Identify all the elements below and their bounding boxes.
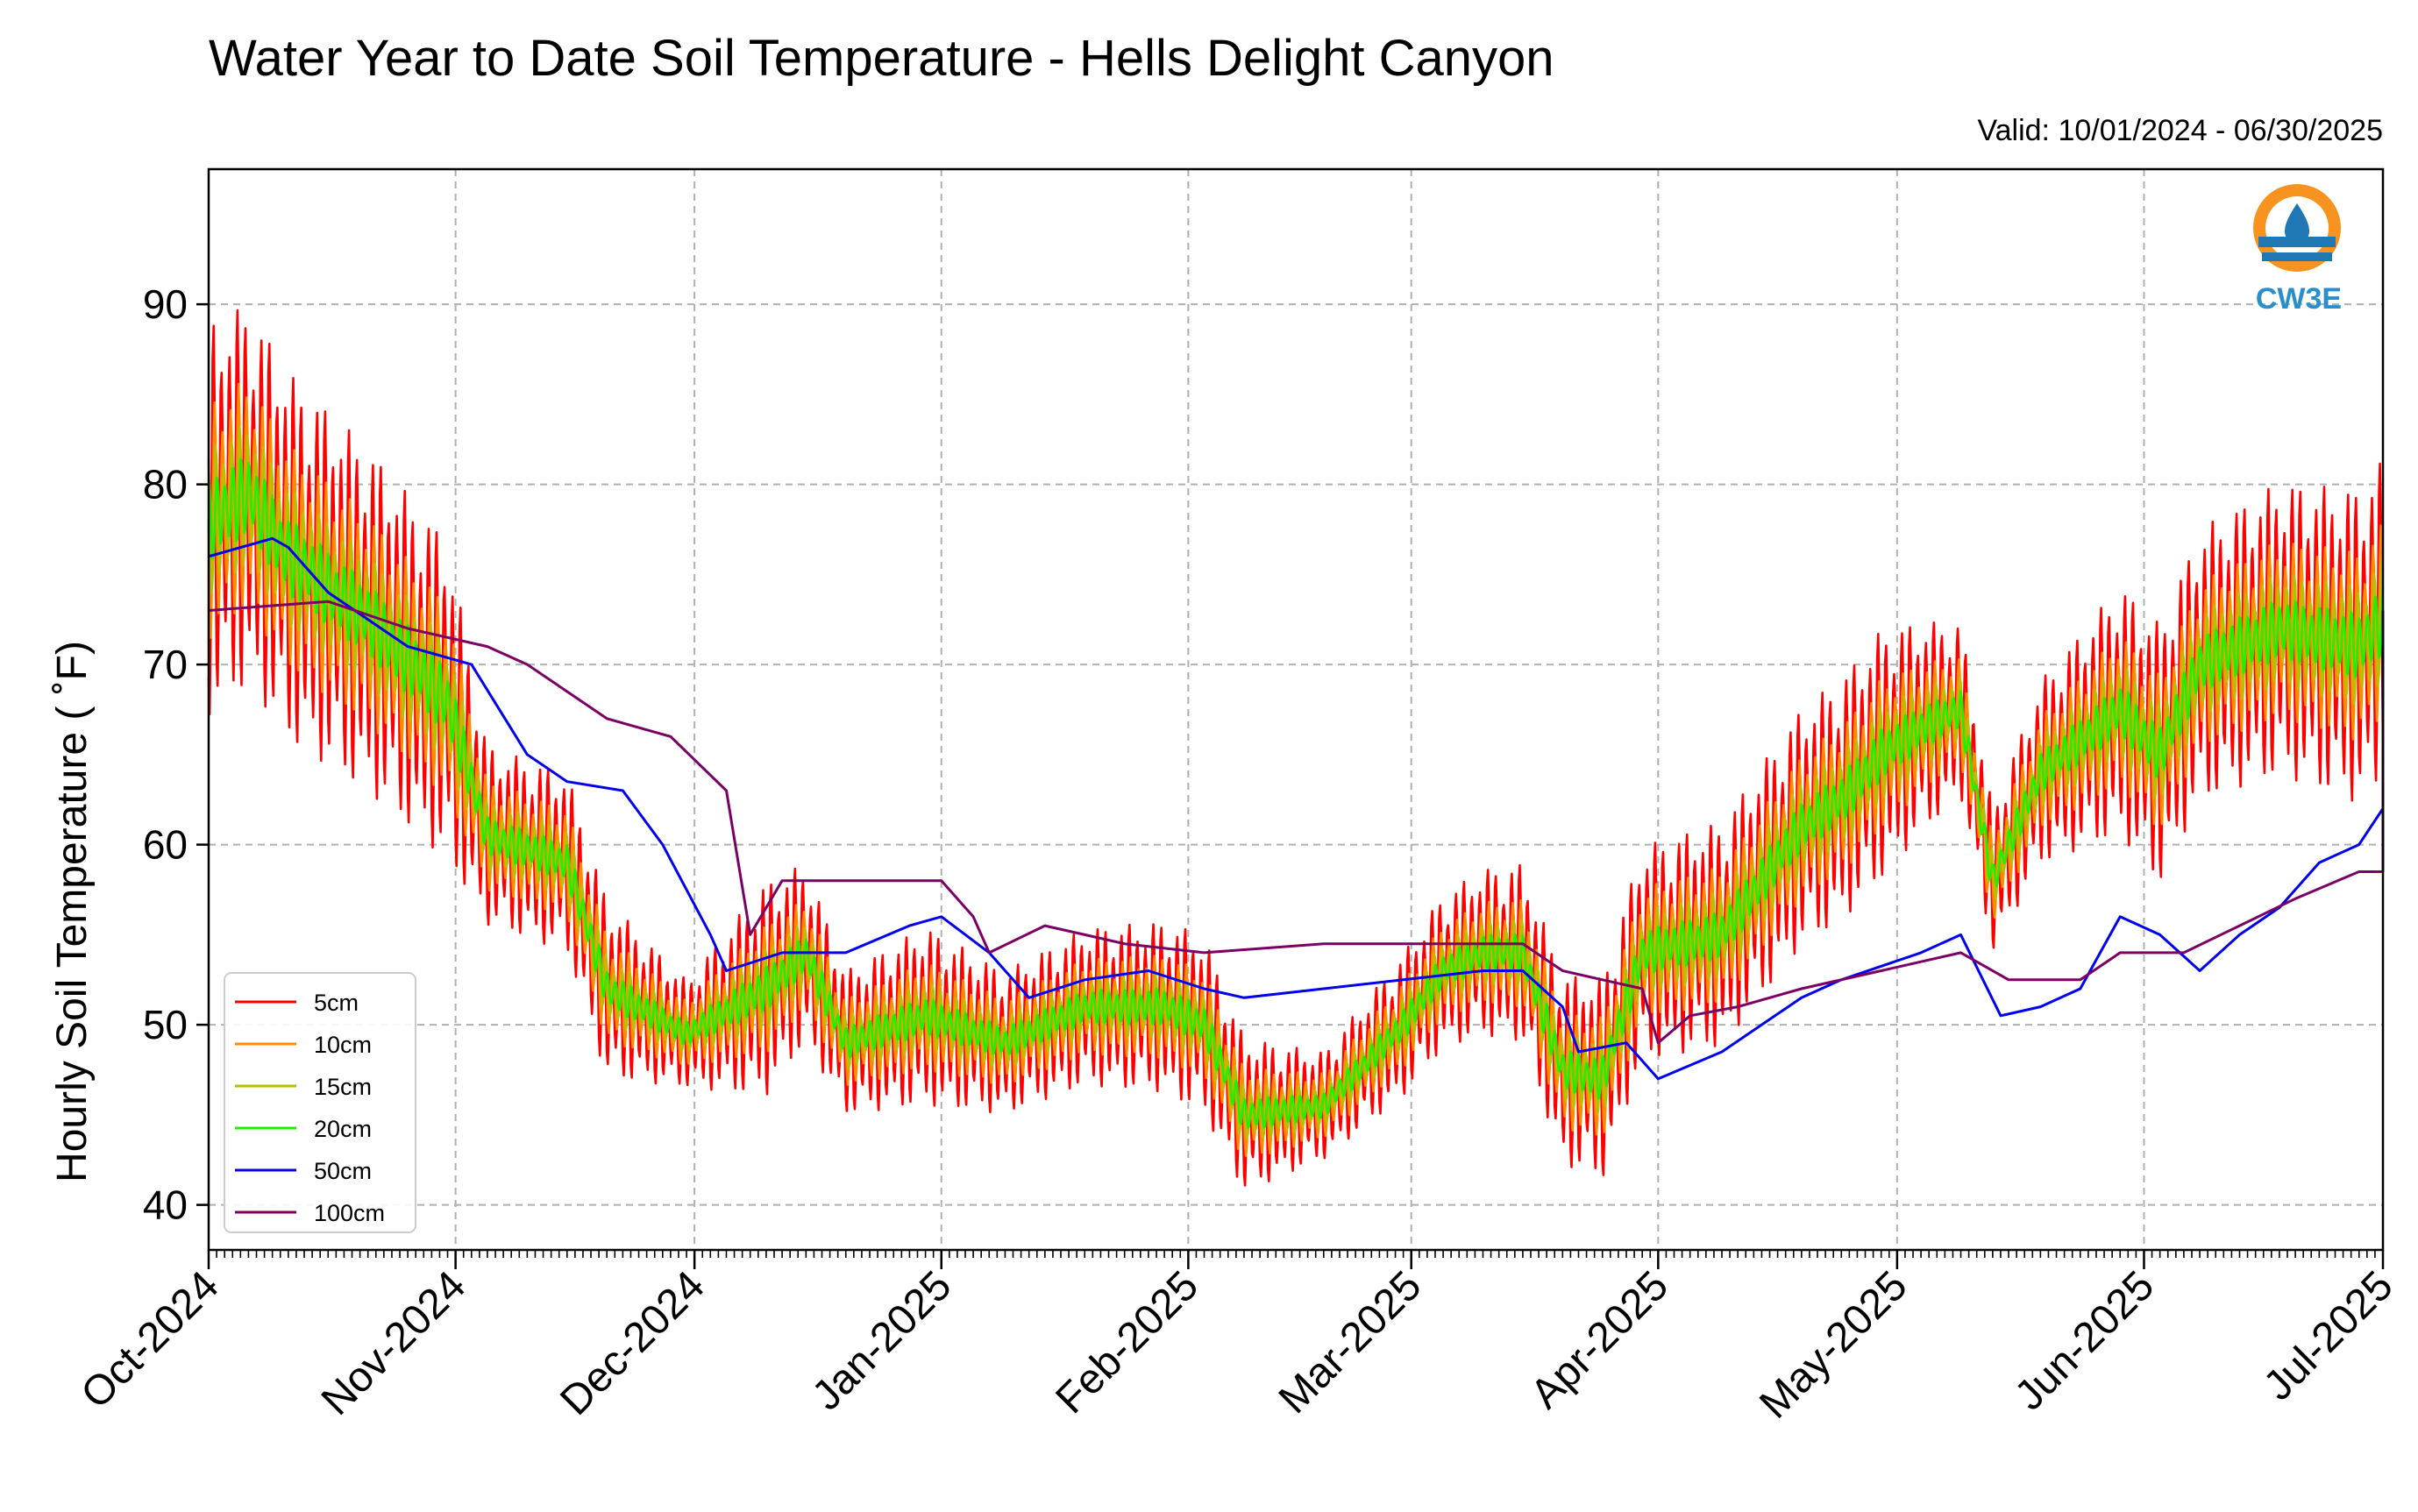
x-tick-label: Dec-2024 xyxy=(551,1262,714,1424)
legend-label: 10cm xyxy=(314,1032,372,1058)
legend-label: 100cm xyxy=(314,1200,385,1226)
plot-frame xyxy=(207,167,2385,1252)
x-tick-label: Nov-2024 xyxy=(313,1262,475,1424)
water-drop-icon xyxy=(2285,203,2309,244)
y-tick-label: 40 xyxy=(143,1182,188,1228)
legend-label: 5cm xyxy=(314,990,359,1016)
x-tick-label: Feb-2025 xyxy=(1047,1262,1207,1423)
x-tick-label: Oct-2024 xyxy=(73,1262,228,1417)
series-line-5cm xyxy=(207,309,2385,1187)
series-line-10cm xyxy=(207,382,2385,1158)
chart-title: Water Year to Date Soil Temperature - He… xyxy=(209,30,1554,87)
valid-range: Valid: 10/01/2024 - 06/30/2025 xyxy=(1977,114,2383,147)
x-tick-label: Mar-2025 xyxy=(1270,1262,1431,1423)
y-axis-label: Hourly Soil Temperature ( ˚F) xyxy=(49,641,96,1182)
legend: 5cm 10cm 15cm 20cm 50cm 100cm xyxy=(224,972,416,1233)
cw3e-logo: CW3E xyxy=(2253,184,2342,316)
y-tick-label: 80 xyxy=(143,462,188,508)
y-tick-label: 90 xyxy=(143,281,188,327)
legend-items: 5cm 10cm 15cm 20cm 50cm 100cm xyxy=(235,990,385,1226)
legend-label: 50cm xyxy=(314,1158,372,1184)
x-tick-label: May-2025 xyxy=(1751,1262,1916,1427)
logo-wave-2 xyxy=(2262,252,2332,261)
axes xyxy=(196,167,2385,1269)
logo-label: CW3E xyxy=(2256,282,2342,316)
legend-box xyxy=(224,972,416,1233)
x-tick-label: Jul-2025 xyxy=(2255,1262,2402,1409)
x-tick-label: Apr-2025 xyxy=(1522,1262,1677,1417)
series-layer xyxy=(207,309,2385,1187)
x-tick-label: Jun-2025 xyxy=(2006,1262,2163,1419)
y-tick-label: 60 xyxy=(143,822,188,868)
series-line-20cm xyxy=(207,458,2385,1129)
series-line-15cm xyxy=(207,425,2385,1140)
x-tick-label: Jan-2025 xyxy=(804,1262,961,1419)
y-tick-label: 50 xyxy=(143,1002,188,1047)
legend-label: 15cm xyxy=(314,1074,372,1100)
legend-label: 20cm xyxy=(314,1116,372,1142)
y-tick-label: 70 xyxy=(143,642,188,687)
tick-labels: 40 50 60 70 80 90 Oct-2024 Nov-2024 Dec-2024 Jan-… xyxy=(73,281,2402,1428)
